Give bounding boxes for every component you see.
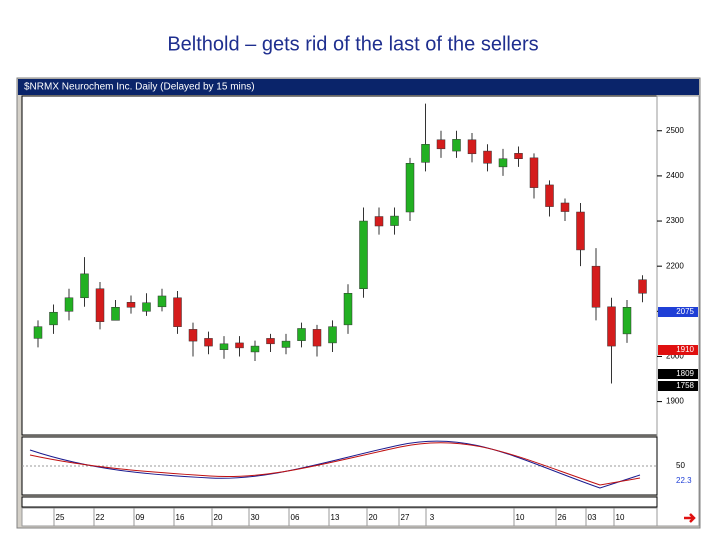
date-label: 26 (558, 513, 567, 522)
price-flag-label: 1758 (676, 381, 694, 390)
candle-body (405, 163, 415, 213)
candle-body (374, 216, 384, 227)
date-label: 06 (291, 513, 300, 522)
price-pane (21, 95, 658, 436)
date-label: 20 (369, 513, 378, 522)
candle-body (498, 158, 508, 168)
candle-body (219, 343, 229, 350)
next-arrow[interactable] (684, 513, 696, 523)
candle-body (638, 279, 647, 294)
candle-body (421, 144, 430, 163)
stoch-d (29, 442, 641, 486)
date-label: 25 (56, 513, 65, 522)
candle-body (64, 297, 74, 312)
candle-body (529, 157, 539, 188)
date-label: 10 (516, 513, 525, 522)
candle-body (49, 311, 58, 326)
candle-body (591, 265, 601, 308)
candle-body (126, 302, 136, 308)
price-flag-label: 1809 (676, 369, 694, 378)
candle-body (452, 139, 461, 152)
candle-body (436, 139, 446, 150)
title-bar (18, 79, 699, 95)
y-tick-label: 2500 (666, 126, 684, 135)
candle-body (157, 295, 167, 308)
candle-body (312, 329, 322, 347)
window-title: $NRMX Neurochem Inc. Daily (Delayed by 1… (24, 82, 255, 93)
price-flag (658, 381, 698, 391)
candle-body (483, 150, 492, 164)
volume-pane (21, 496, 658, 508)
price-flag-label: 2075 (676, 307, 694, 316)
y-tick-label: 2400 (666, 171, 684, 180)
candle-body (328, 326, 337, 344)
candle-body (576, 211, 585, 251)
candle-body (514, 153, 523, 159)
candle-body (142, 302, 151, 312)
candle-body (250, 345, 260, 353)
candle-body (560, 202, 570, 212)
date-label: 03 (588, 513, 597, 522)
y-tick-label: 2300 (666, 216, 684, 225)
date-strip (21, 507, 658, 527)
date-label: 10 (616, 513, 625, 522)
candle-body (204, 338, 213, 347)
date-label: 3 (430, 513, 435, 522)
candle-body (188, 329, 198, 342)
y-tick-label: 1900 (666, 397, 684, 406)
date-label: 22 (96, 513, 105, 522)
candle-body (95, 288, 105, 322)
candle-body (343, 293, 353, 326)
price-flag (658, 345, 698, 355)
candle-body (622, 307, 632, 335)
candle-body (111, 307, 120, 321)
candle-body (173, 297, 182, 327)
price-flag (658, 369, 698, 379)
date-label: 13 (331, 513, 340, 522)
slide-title: Belthold – gets rid of the last of the s… (167, 33, 538, 55)
stoch-label: 22.3 (676, 476, 692, 485)
date-label: 09 (136, 513, 145, 522)
candle-body (545, 184, 554, 207)
stoch-label: 50 (676, 461, 685, 470)
date-label: 27 (401, 513, 410, 522)
candle-body (359, 220, 368, 289)
candle-body (33, 326, 43, 339)
date-label: 16 (176, 513, 185, 522)
y-tick-label: 2000 (666, 352, 684, 361)
price-flag (658, 307, 698, 317)
date-label: 20 (214, 513, 223, 522)
price-flag-label: 1910 (676, 345, 694, 354)
candle-body (297, 328, 306, 341)
candle-body (467, 139, 477, 155)
candle-body (266, 338, 275, 345)
candle-body (607, 306, 616, 347)
candle-body (281, 340, 291, 348)
stoch-k (29, 440, 641, 489)
candle-body (80, 273, 89, 299)
date-label: 30 (251, 513, 260, 522)
candle-body (390, 215, 399, 226)
candle-body (235, 342, 244, 349)
y-tick-label: 2200 (666, 261, 684, 270)
